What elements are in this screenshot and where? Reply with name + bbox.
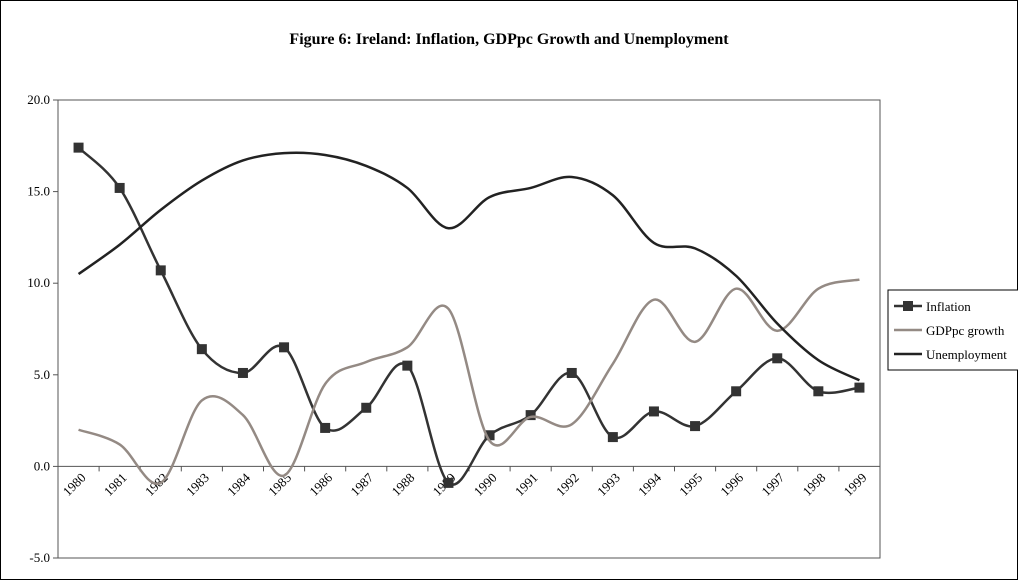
point-marker (279, 342, 290, 353)
legend-label: Unemployment (926, 347, 1007, 362)
point-marker (648, 406, 659, 417)
point-marker (155, 265, 166, 276)
y-tick-label: 20.0 (27, 92, 50, 107)
point-marker (772, 353, 783, 364)
legend-marker (903, 301, 913, 311)
y-tick-label: 5.0 (34, 367, 50, 382)
point-marker (813, 386, 824, 397)
series-line (77, 151, 860, 382)
point-marker (402, 360, 413, 371)
chart-title: Figure 6: Ireland: Inflation, GDPpc Grow… (289, 31, 729, 48)
y-tick-label: -5.0 (29, 550, 50, 565)
y-tick-label: 0.0 (34, 458, 50, 473)
point-marker (525, 410, 536, 421)
point-marker (196, 344, 207, 355)
y-tick-label: 15.0 (27, 184, 50, 199)
point-marker (854, 382, 865, 393)
point-marker (566, 367, 577, 378)
series-line (78, 278, 860, 486)
legend-label: GDPpc growth (926, 323, 1005, 338)
y-tick-label: 10.0 (27, 275, 50, 290)
point-marker (114, 182, 125, 193)
point-marker (320, 422, 331, 433)
point-marker (443, 477, 454, 488)
plot-area (57, 99, 881, 559)
point-marker (484, 430, 495, 441)
point-marker (237, 367, 248, 378)
point-marker (361, 402, 372, 413)
point-marker (73, 142, 84, 153)
point-marker (607, 432, 618, 443)
point-marker (690, 421, 701, 432)
point-marker (731, 386, 742, 397)
legend-label: Inflation (926, 299, 971, 314)
